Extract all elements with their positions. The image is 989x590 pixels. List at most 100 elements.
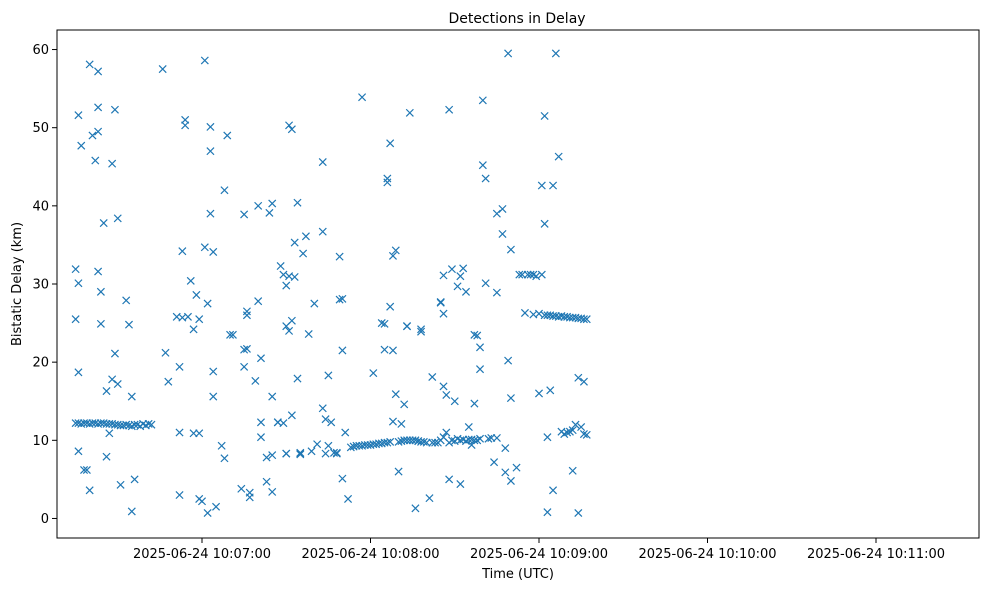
data-point [456, 480, 465, 489]
data-point [554, 152, 563, 161]
data-point [411, 504, 420, 513]
data-point [388, 346, 397, 355]
data-point [175, 490, 184, 500]
data-point [498, 204, 507, 213]
data-point [113, 380, 122, 389]
data-point [254, 201, 263, 210]
data-point [212, 502, 221, 511]
data-point [209, 247, 218, 256]
data-point [108, 375, 117, 384]
data-point [481, 174, 490, 183]
data-point [279, 419, 288, 428]
data-point [582, 315, 591, 324]
data-point [338, 294, 347, 303]
data-point [478, 96, 487, 105]
data-point [453, 282, 462, 291]
data-point [405, 108, 414, 117]
data-point [82, 465, 91, 475]
data-point [459, 264, 468, 273]
data-point [74, 279, 83, 288]
data-point [175, 428, 184, 437]
data-point [324, 441, 333, 450]
data-point [189, 325, 198, 334]
data-point [467, 440, 476, 450]
data-point [428, 372, 437, 382]
data-point [287, 125, 296, 134]
data-point [338, 474, 347, 483]
data-point [476, 365, 485, 374]
data-point [293, 198, 302, 207]
y-tick-label: 60 [32, 43, 49, 58]
data-point [341, 428, 350, 437]
data-point [473, 331, 482, 340]
data-point [268, 392, 277, 401]
data-point [304, 329, 313, 339]
data-point [116, 480, 125, 489]
data-point [85, 60, 94, 69]
data-point [439, 271, 448, 280]
data-point [579, 377, 588, 386]
data-point [195, 315, 204, 324]
data-point [228, 330, 237, 339]
data-point [290, 272, 299, 281]
data-point [501, 468, 510, 477]
data-point [537, 181, 546, 190]
data-point [540, 219, 549, 228]
x-axis: 2025-06-24 10:07:00 2025-06-24 10:08:00 20… [133, 538, 945, 562]
data-point [110, 349, 119, 358]
y-axis-label: Bistatic Delay (km) [10, 222, 25, 346]
x-axis-label: Time (UTC) [481, 567, 554, 582]
data-point [540, 111, 549, 120]
data-point [439, 309, 448, 318]
data-point [282, 281, 291, 290]
data-point [383, 178, 392, 187]
data-point [335, 295, 344, 304]
data-point [203, 299, 212, 308]
data-point [391, 390, 400, 399]
y-tick-label: 50 [32, 121, 49, 136]
data-point [391, 246, 400, 255]
data-point [551, 49, 560, 58]
data-point [512, 463, 521, 472]
data-point [402, 322, 412, 331]
data-point [268, 199, 277, 208]
data-point [96, 287, 105, 296]
data-point [501, 444, 510, 453]
data-point [307, 447, 316, 456]
data-point [102, 452, 111, 461]
data-point [245, 493, 254, 502]
data-point [534, 389, 544, 398]
data-point [425, 494, 434, 503]
data-point [74, 111, 83, 120]
data-point [178, 247, 187, 256]
data-point [183, 312, 192, 321]
data-point [498, 229, 507, 239]
data-point [506, 245, 515, 254]
data-point [122, 296, 131, 305]
data-point [329, 448, 339, 457]
data-point [568, 466, 577, 475]
data-point [492, 433, 501, 442]
data-point [431, 438, 440, 447]
y-tick-label: 10 [32, 434, 49, 449]
data-point [394, 467, 403, 476]
data-point [388, 251, 397, 260]
data-point [447, 265, 456, 274]
data-point [94, 103, 103, 112]
data-point [321, 415, 330, 424]
data-point [102, 387, 111, 396]
data-point [506, 394, 515, 403]
data-point [276, 262, 285, 271]
data-point [490, 458, 499, 467]
data-point [318, 158, 327, 167]
data-point [256, 433, 265, 442]
data-point [335, 252, 344, 261]
data-point [380, 345, 389, 354]
data-point [492, 288, 501, 297]
data-point [206, 209, 215, 218]
data-point [417, 327, 426, 336]
data-point [461, 287, 471, 296]
data-point [220, 454, 229, 463]
data-point [520, 308, 529, 317]
